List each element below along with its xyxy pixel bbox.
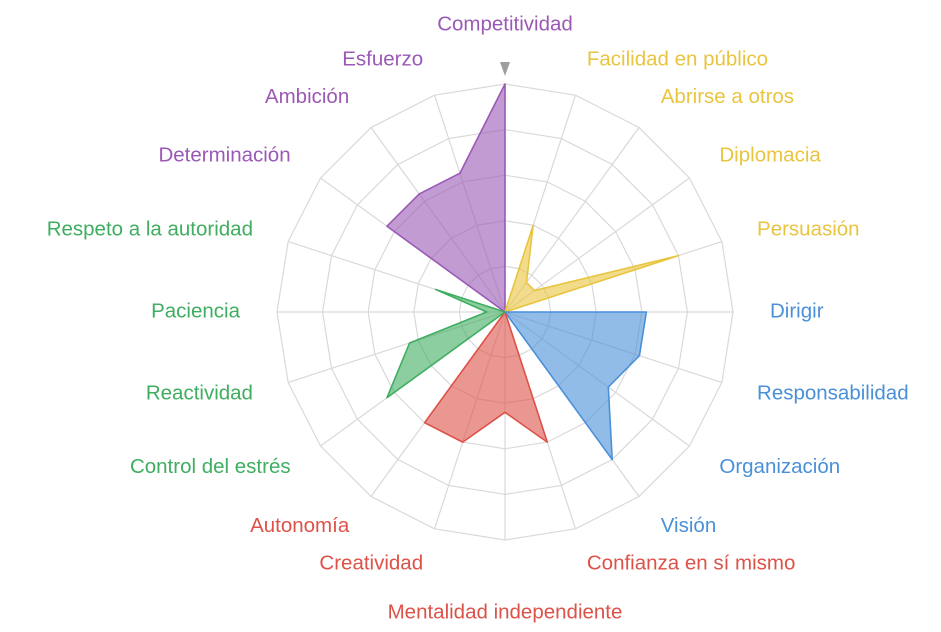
area-purple [386,83,506,313]
area-yellow [504,224,680,313]
area-red [423,311,549,443]
axis-label: Respeto a la autoridad [47,218,253,241]
axis-label: Reactividad [146,381,253,404]
axis-label: Visión [661,514,716,537]
top-marker-icon [500,62,510,76]
axis-label: Competitividad [437,12,573,35]
axis-label: Dirigir [770,299,824,322]
axis-label: Esfuerzo [342,47,423,70]
area-layer [386,83,680,461]
axis-label: Organización [719,455,840,478]
area-blue [504,311,648,461]
axis-label: Ambición [265,85,349,108]
marker-layer [500,62,510,76]
label-layer: Competitividad Facilidad en público Abrirs… [47,12,909,623]
axis-label: Facilidad en público [587,47,768,70]
axis-label: Determinación [158,144,290,167]
axis-label: Persuasión [757,218,860,241]
area-green [386,288,506,399]
axis-label: Abrirse a otros [661,85,794,108]
axis-label: Mentalidad independiente [388,600,623,623]
axis-label: Paciencia [151,299,240,322]
axis-label: Responsabilidad [757,381,909,404]
axis-label: Creatividad [319,551,423,574]
axis-label: Confianza en sí mismo [587,551,796,574]
axis-label: Control del estrés [130,455,291,478]
axis-label: Autonomía [250,514,350,537]
axis-label: Diplomacia [719,144,821,167]
